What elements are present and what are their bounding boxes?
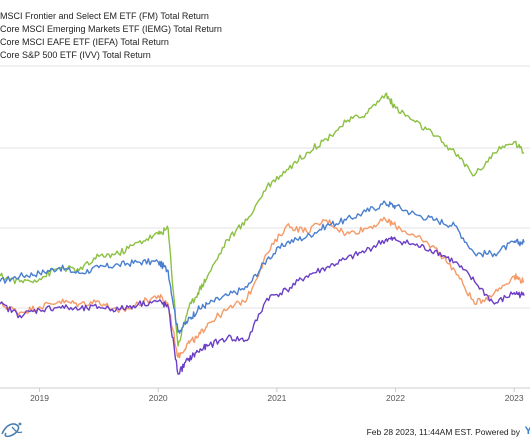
x-tick-label: 2022 [386,393,405,403]
series-line-2[interactable] [0,236,525,375]
brand-letter[interactable]: Y [524,425,530,437]
logo-icon [1,422,23,438]
x-tick-label: 2020 [149,393,168,403]
footer-timestamp: Feb 28 2023, 11:44AM EST. Powered by [366,427,520,437]
legend: MSCI Frontier and Select EM ETF (FM) Tot… [0,10,222,62]
legend-item-iemg: Core MSCI Emerging Markets ETF (IEMG) To… [0,24,222,34]
x-tick-label: 2019 [30,393,49,403]
x-axis: 2019 2020 2021 2022 2023 [30,388,524,403]
grid [0,65,530,389]
footer: Feb 28 2023, 11:44AM EST. Powered by Y [0,418,530,442]
x-tick-label: 2023 [505,393,524,403]
legend-item-ivv: Core S&P 500 ETF (IVV) Total Return [0,50,151,60]
series-line-1[interactable] [0,216,525,359]
legend-item-fm: MSCI Frontier and Select EM ETF (FM) Tot… [0,11,209,21]
x-tick-label: 2021 [267,393,286,403]
chart: 2019 2020 2021 2022 2023 [0,65,530,403]
legend-item-iefa: Core MSCI EAFE ETF (IEFA) Total Return [0,37,169,47]
series-line-3[interactable] [0,92,525,347]
series-lines [0,92,525,375]
series-line-0[interactable] [0,200,525,334]
